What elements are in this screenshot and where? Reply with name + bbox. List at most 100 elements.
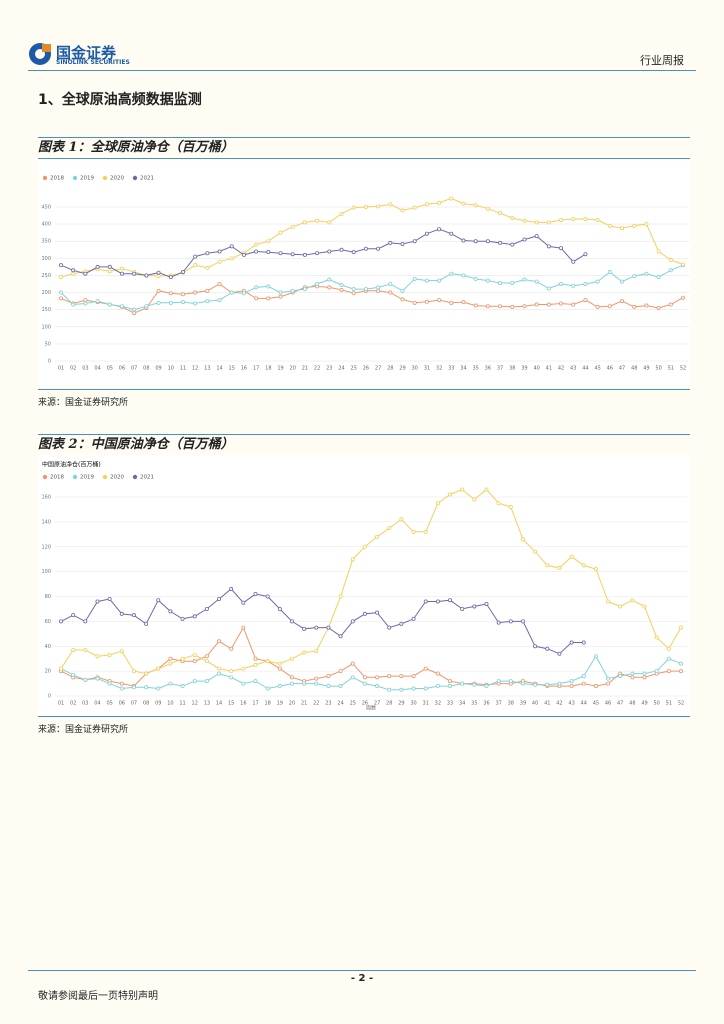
x-tick-label: 52 [678, 701, 684, 707]
data-point [520, 681, 525, 686]
data-point [581, 681, 586, 686]
x-tick-label: 32 [436, 366, 442, 372]
data-point [593, 654, 598, 659]
data-point [559, 282, 564, 287]
data-point [192, 652, 197, 657]
data-point [314, 625, 319, 630]
data-point [254, 242, 259, 247]
data-point [644, 303, 649, 308]
data-point [362, 544, 367, 549]
data-point [569, 640, 574, 645]
data-point [411, 529, 416, 534]
data-point [571, 283, 576, 288]
data-point [460, 606, 465, 611]
data-point [424, 202, 429, 207]
data-point [387, 625, 392, 630]
data-point [581, 640, 586, 645]
data-point [277, 661, 282, 666]
y-tick-label: 400 [41, 222, 51, 228]
data-point [448, 598, 453, 603]
x-tick-label: 43 [568, 701, 574, 707]
figure-caption: 图表 2：中国原油净仓（百万桶） [38, 434, 690, 456]
data-point [278, 290, 283, 295]
x-tick-label: 31 [423, 701, 429, 707]
data-point [484, 684, 489, 689]
data-point [193, 254, 198, 259]
x-tick-label: 52 [680, 366, 686, 372]
data-point [217, 666, 222, 671]
data-point [424, 278, 429, 283]
x-tick-label: 39 [520, 701, 526, 707]
legend-label: 2020 [110, 475, 124, 481]
data-point [424, 231, 429, 236]
data-point [217, 596, 222, 601]
legend-swatch [102, 175, 108, 181]
data-point [522, 304, 527, 309]
data-point [229, 290, 234, 295]
data-point [204, 606, 209, 611]
y-tick-label: 120 [41, 544, 51, 550]
y-tick-label: 200 [41, 290, 51, 296]
data-point [642, 604, 647, 609]
data-point [168, 609, 173, 614]
data-point [204, 679, 209, 684]
x-tick-label: 09 [155, 701, 161, 707]
data-point [473, 203, 478, 208]
data-point [644, 271, 649, 276]
data-point [327, 249, 332, 254]
data-point [193, 290, 198, 295]
data-point [58, 263, 63, 268]
data-point [83, 647, 88, 652]
data-point [71, 302, 76, 307]
data-point [533, 682, 538, 687]
data-point [581, 674, 586, 679]
data-point [144, 304, 149, 309]
data-point [131, 669, 136, 674]
x-tick-label: 01 [58, 366, 64, 372]
data-point [315, 282, 320, 287]
data-point [131, 613, 136, 618]
data-point [472, 682, 477, 687]
x-tick-label: 21 [302, 366, 308, 372]
x-tick-label: 45 [594, 366, 600, 372]
data-point [58, 619, 63, 624]
data-point [144, 671, 149, 676]
legend-label: 2018 [50, 475, 64, 481]
data-point [496, 679, 501, 684]
data-point [58, 290, 63, 295]
data-point [484, 601, 489, 606]
figure-source: 来源：国金证券研究所 [38, 716, 690, 735]
data-point [277, 666, 282, 671]
data-point [302, 626, 307, 631]
data-point [290, 288, 295, 293]
data-point [229, 669, 234, 674]
data-point [119, 266, 124, 271]
data-point [510, 304, 515, 309]
data-point [95, 599, 100, 604]
data-point [156, 666, 161, 671]
data-point [546, 286, 551, 291]
data-point [400, 208, 405, 213]
data-point [95, 264, 100, 269]
x-tick-label: 27 [374, 701, 380, 707]
data-point [630, 675, 635, 680]
data-point [593, 684, 598, 689]
x-tick-label: 06 [119, 701, 125, 707]
data-point [606, 681, 611, 686]
x-tick-label: 44 [581, 701, 587, 707]
x-tick-label: 30 [410, 701, 416, 707]
x-tick-label: 44 [582, 366, 588, 372]
x-tick-label: 50 [653, 701, 659, 707]
data-point [144, 621, 149, 626]
data-point [278, 294, 283, 299]
data-point [315, 218, 320, 223]
data-point [192, 614, 197, 619]
chart-box: 中国原油净仓(百万桶) 周数 0 20 40 60 80 100 120 140 160 01 02 03… [38, 455, 690, 715]
data-point [388, 240, 393, 245]
x-tick-label: 11 [179, 701, 185, 707]
data-point [642, 675, 647, 680]
data-point [327, 220, 332, 225]
data-point [290, 224, 295, 229]
data-point [460, 487, 465, 492]
data-point [180, 684, 185, 689]
